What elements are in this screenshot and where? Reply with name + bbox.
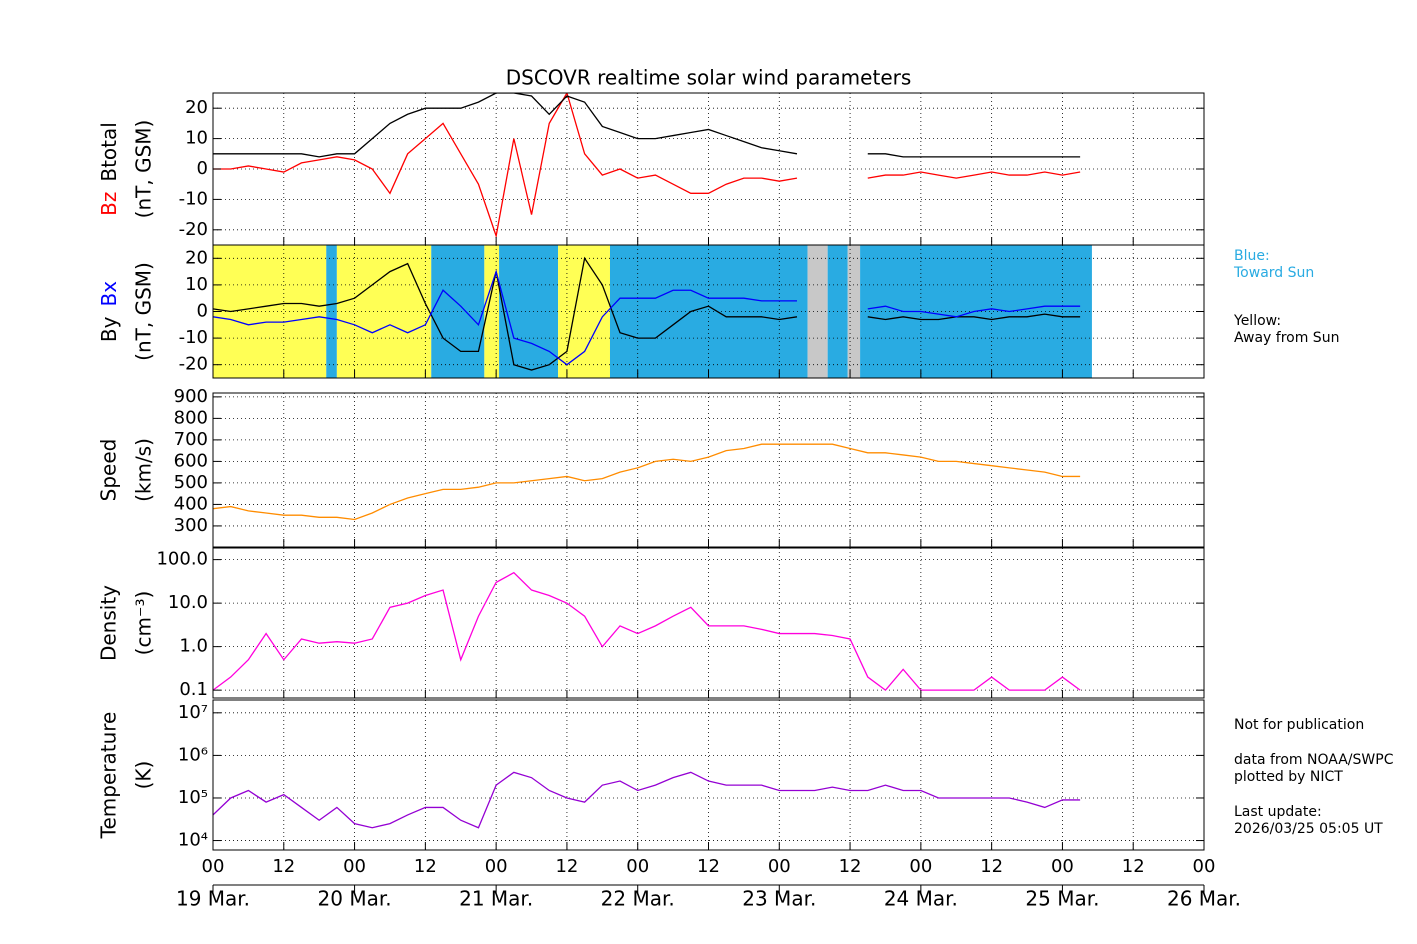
note: Last update: bbox=[1234, 804, 1322, 820]
x-tick-label: 00 bbox=[202, 856, 225, 877]
sector-band bbox=[609, 245, 808, 378]
band-legend: Blue: bbox=[1234, 248, 1270, 264]
x-tick-label: 12 bbox=[414, 856, 437, 877]
y-tick-label: 300 bbox=[174, 515, 208, 536]
x-tick-label: 00 bbox=[485, 856, 508, 877]
y-tick-label: -10 bbox=[179, 327, 208, 348]
date-label: 21 Mar. bbox=[459, 887, 533, 911]
panel bbox=[213, 393, 1204, 547]
y-tick-label: 0.1 bbox=[179, 679, 208, 700]
data-line bbox=[213, 571, 1081, 692]
sector-band bbox=[499, 245, 559, 378]
chart-title: DSCOVR realtime solar wind parameters bbox=[506, 66, 912, 90]
panel bbox=[213, 245, 1204, 378]
y-tick-label: 10.0 bbox=[168, 592, 208, 613]
sector-band bbox=[484, 245, 500, 378]
note: data from NOAA/SWPC bbox=[1234, 752, 1394, 768]
y-axis-label-part: By bbox=[97, 316, 121, 342]
y-axis-unit: (nT, GSM) bbox=[132, 120, 156, 219]
data-line bbox=[867, 171, 1081, 179]
x-tick-label: 00 bbox=[626, 856, 649, 877]
panel bbox=[213, 548, 1204, 698]
panel-frame bbox=[212, 699, 1205, 851]
y-tick-label: 0 bbox=[197, 158, 208, 179]
data-line bbox=[213, 269, 797, 366]
data-line bbox=[867, 313, 1081, 321]
x-tick-label: 00 bbox=[1051, 856, 1074, 877]
x-tick-label: 00 bbox=[1193, 856, 1216, 877]
y-tick-label: 1.0 bbox=[179, 636, 208, 657]
data-line bbox=[213, 771, 1081, 829]
y-axis-label: By Bx bbox=[97, 281, 121, 342]
data-line bbox=[213, 443, 1081, 521]
y-tick-label: 700 bbox=[174, 429, 208, 450]
panel-frame bbox=[212, 547, 1205, 699]
y-tick-label: 10 bbox=[185, 274, 208, 295]
y-tick-label: 10⁷ bbox=[178, 702, 208, 723]
x-tick-label: 00 bbox=[768, 856, 791, 877]
sector-band bbox=[326, 245, 337, 378]
y-tick-label: -20 bbox=[179, 219, 208, 240]
y-tick-label: 600 bbox=[174, 450, 208, 471]
y-tick-label: 10⁵ bbox=[178, 787, 208, 808]
date-label: 19 Mar. bbox=[176, 887, 250, 911]
y-axis-label-part: Bz bbox=[97, 192, 121, 216]
panel bbox=[213, 93, 1204, 245]
data-line bbox=[213, 93, 798, 158]
y-tick-label: 500 bbox=[174, 472, 208, 493]
date-label: 23 Mar. bbox=[742, 887, 816, 911]
y-tick-label: 0 bbox=[197, 301, 208, 322]
band-legend: Yellow: bbox=[1233, 313, 1281, 329]
date-label: 20 Mar. bbox=[318, 887, 392, 911]
y-axis-label: Density bbox=[97, 585, 121, 661]
y-axis-label: Temperature bbox=[97, 712, 121, 840]
x-tick-label: 12 bbox=[1122, 856, 1145, 877]
x-tick-label: 12 bbox=[697, 856, 720, 877]
panel bbox=[213, 700, 1204, 850]
y-axis-unit: (km/s) bbox=[132, 438, 156, 502]
band-legend: Away from Sun bbox=[1234, 330, 1339, 346]
data-line bbox=[213, 256, 798, 371]
y-tick-label: 100.0 bbox=[156, 549, 208, 570]
y-tick-label: -20 bbox=[179, 354, 208, 375]
date-label: 22 Mar. bbox=[601, 887, 675, 911]
x-tick-label: 12 bbox=[272, 856, 295, 877]
x-tick-label: 00 bbox=[343, 856, 366, 877]
note: Not for publication bbox=[1234, 717, 1364, 733]
note: 2026/03/25 05:05 UT bbox=[1234, 821, 1383, 837]
y-axis-label-part: Btotal bbox=[97, 122, 121, 181]
y-axis-unit: (nT, GSM) bbox=[132, 262, 156, 361]
date-label: 26 Mar. bbox=[1167, 887, 1241, 911]
y-tick-label: 800 bbox=[174, 407, 208, 428]
y-tick-label: 20 bbox=[185, 97, 208, 118]
y-tick-label: 10 bbox=[185, 128, 208, 149]
data-line bbox=[213, 93, 798, 239]
y-tick-label: 900 bbox=[174, 386, 208, 407]
y-tick-label: 10⁴ bbox=[178, 830, 208, 851]
y-axis-unit: (cm⁻³) bbox=[132, 591, 156, 656]
y-axis-label: Bz Btotal bbox=[97, 122, 121, 216]
x-tick-label: 00 bbox=[909, 856, 932, 877]
date-label: 25 Mar. bbox=[1025, 887, 1099, 911]
y-axis-label-part: Bx bbox=[97, 281, 121, 307]
data-line bbox=[867, 305, 1081, 318]
note: plotted by NICT bbox=[1234, 769, 1343, 785]
sector-band bbox=[336, 245, 432, 378]
y-tick-label: 10⁶ bbox=[178, 744, 208, 765]
y-tick-label: 400 bbox=[174, 493, 208, 514]
y-axis-label: Speed bbox=[97, 439, 121, 502]
x-tick-label: 12 bbox=[839, 856, 862, 877]
y-tick-label: -10 bbox=[179, 188, 208, 209]
x-tick-label: 12 bbox=[980, 856, 1003, 877]
data-line bbox=[867, 153, 1081, 158]
date-label: 24 Mar. bbox=[884, 887, 958, 911]
band-legend: Toward Sun bbox=[1233, 265, 1314, 281]
y-tick-label: 20 bbox=[185, 247, 208, 268]
y-axis-unit: (K) bbox=[132, 761, 156, 790]
x-tick-label: 12 bbox=[555, 856, 578, 877]
